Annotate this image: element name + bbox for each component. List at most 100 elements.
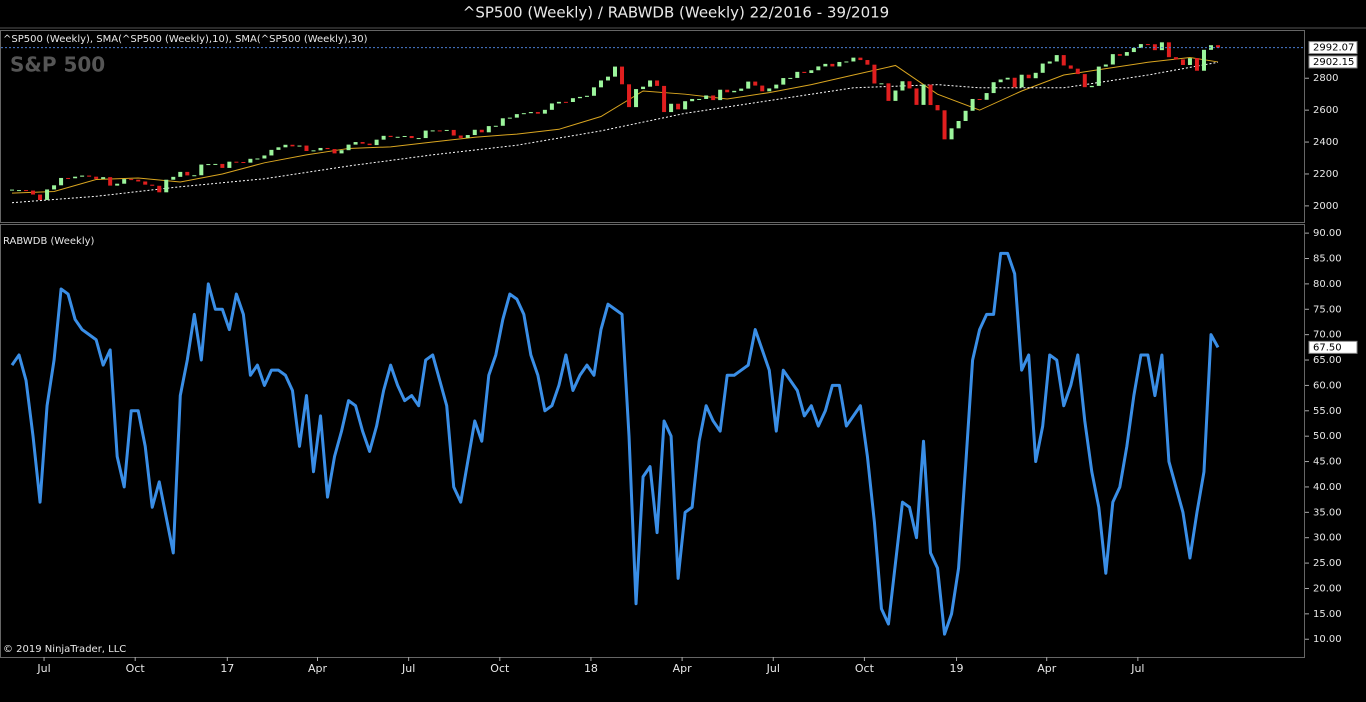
candle xyxy=(816,66,821,71)
candle xyxy=(1117,54,1122,56)
candle xyxy=(311,150,316,152)
candle xyxy=(690,98,695,102)
candle xyxy=(1033,72,1038,79)
candle xyxy=(844,61,849,63)
candle xyxy=(227,161,232,168)
candle xyxy=(1103,64,1108,67)
candle xyxy=(584,95,589,97)
indicator-panel-frame xyxy=(0,224,1305,658)
candle xyxy=(1026,74,1031,79)
candle xyxy=(577,96,582,99)
candle xyxy=(115,183,120,186)
candle xyxy=(641,86,646,90)
candle xyxy=(1005,77,1010,80)
candle xyxy=(830,63,835,67)
candle xyxy=(620,66,625,85)
candle xyxy=(304,145,309,151)
sma-line xyxy=(11,56,1219,194)
candle xyxy=(171,176,176,180)
candle xyxy=(704,95,709,99)
candle xyxy=(984,93,989,100)
candle xyxy=(760,85,765,92)
candle xyxy=(59,177,64,186)
candle xyxy=(627,84,632,108)
y-tick-label: 2600 xyxy=(1313,105,1338,116)
candle xyxy=(1159,42,1164,51)
candle xyxy=(465,135,470,138)
candle xyxy=(991,82,996,94)
candle xyxy=(87,175,92,177)
y-tick-label: 2800 xyxy=(1313,73,1338,84)
candle xyxy=(1096,66,1101,86)
candle xyxy=(1068,65,1073,69)
x-tick-label: Oct xyxy=(126,662,146,675)
candle xyxy=(788,77,793,79)
candle xyxy=(739,88,744,91)
candle xyxy=(1138,44,1143,48)
candle xyxy=(213,163,218,165)
candle xyxy=(563,101,568,103)
candle xyxy=(893,90,898,101)
candle xyxy=(409,135,414,139)
candle xyxy=(928,84,933,106)
candle xyxy=(31,190,36,195)
x-tick-label: Jul xyxy=(401,662,415,675)
candle xyxy=(514,114,519,118)
candle xyxy=(206,164,211,166)
y-tick-label: 90.00 xyxy=(1313,228,1342,239)
price-marker xyxy=(1308,41,1358,55)
candle xyxy=(823,63,828,67)
candle xyxy=(872,64,877,84)
candle xyxy=(241,162,246,164)
candle xyxy=(199,164,204,176)
y-tick-label: 45.00 xyxy=(1313,457,1342,468)
candle xyxy=(255,158,260,160)
candle xyxy=(248,158,253,163)
candle xyxy=(423,130,428,139)
candle xyxy=(556,101,561,104)
candle xyxy=(542,109,547,114)
candle xyxy=(648,80,653,87)
watermark: S&P 500 xyxy=(10,53,105,77)
x-tick-label: 19 xyxy=(950,662,964,675)
candle xyxy=(1089,85,1094,88)
candle xyxy=(66,177,71,179)
y-tick-label: 70.00 xyxy=(1313,330,1342,341)
candle xyxy=(374,139,379,146)
candle xyxy=(283,144,288,148)
candle xyxy=(444,129,449,131)
candle xyxy=(634,89,639,108)
y-tick-label: 15.00 xyxy=(1313,609,1342,620)
candle xyxy=(360,142,365,144)
candle xyxy=(458,135,463,138)
candle xyxy=(1054,55,1059,62)
candle xyxy=(430,130,435,132)
candle xyxy=(17,190,22,192)
y-tick-label: 25.00 xyxy=(1313,558,1342,569)
candle xyxy=(1166,42,1171,58)
candle xyxy=(24,190,29,192)
candle xyxy=(185,171,190,176)
copyright: © 2019 NinjaTrader, LLC xyxy=(3,644,126,655)
candle xyxy=(276,147,281,150)
candle xyxy=(781,78,786,85)
candle xyxy=(1194,58,1199,71)
x-tick-label: Jul xyxy=(766,662,780,675)
candle xyxy=(479,129,484,133)
candle xyxy=(1110,54,1115,65)
candle xyxy=(437,130,442,132)
price-marker-label: 2992.07 xyxy=(1313,43,1354,54)
candle xyxy=(802,71,807,73)
candle xyxy=(746,81,751,89)
candle xyxy=(297,145,302,147)
candle xyxy=(970,98,975,111)
candle xyxy=(914,88,919,105)
candle xyxy=(907,81,912,89)
candle xyxy=(402,135,407,137)
candle xyxy=(192,175,197,177)
candle xyxy=(1187,58,1192,65)
candle xyxy=(837,61,842,67)
candle xyxy=(220,163,225,168)
candle xyxy=(669,103,674,113)
